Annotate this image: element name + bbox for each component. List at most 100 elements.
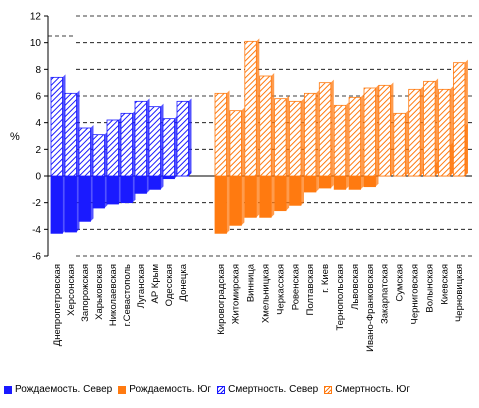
legend-item-births-north: Рождаемость. Север [4,384,112,395]
legend-item-deaths-south: Смертность. Юг [324,384,410,395]
category-label: АР Крым [150,264,161,304]
category-label: г. Киев [320,264,331,293]
category-label: Черкасская [275,264,286,315]
bar-deaths-south-side [226,90,230,176]
legend-label: Смертность. Юг [335,384,410,395]
bar-deaths-south-side [360,94,364,176]
bar-deaths-south-side [345,102,349,176]
bar-deaths-south [318,82,332,177]
bar-deaths-south [214,92,227,177]
bar-deaths-south [229,110,242,177]
category-label: Закарпатская [380,264,391,324]
bar-deaths-south-side [271,73,275,176]
bar-births-south [274,175,287,212]
bar-births-south [289,175,302,206]
category-label: Черновицкая [454,264,465,322]
bar-deaths-south [259,75,272,177]
category-label: Волынская [424,264,435,313]
category-label: Львовская [350,264,361,310]
y-tick-label: 4 [35,118,41,129]
bar-deaths-south-side [241,107,245,176]
bar-deaths-south-side [256,38,260,177]
bar-deaths-north [78,127,91,177]
y-tick-label: -4 [32,225,41,236]
bar-deaths-south-side [375,85,379,176]
y-tick-label: -6 [32,252,41,263]
bar-deaths-south-side [450,86,453,176]
y-tick-label: 12 [30,12,42,23]
bar-births-south-side [360,173,364,190]
bar-births-north [148,175,161,190]
bar-deaths-south-side [435,78,439,176]
y-tick-label: 8 [35,65,41,76]
y-tick-label: 2 [35,145,41,156]
category-label: Хмельницкая [260,264,271,323]
category-label: Кировоградская [216,264,227,335]
bar-births-south-side [345,173,349,190]
bar-births-north [92,175,105,209]
bar-deaths-north [64,92,77,177]
bar-deaths-south [303,92,317,177]
category-label: Херсонская [66,264,77,316]
bar-deaths-north [50,76,63,177]
category-label: Житомирская [231,264,242,324]
bars [50,38,468,234]
y-axis-label: % [10,131,20,143]
legend-swatch [4,385,12,394]
bar-births-north [120,175,133,204]
bar-deaths-south [244,40,257,177]
legend-swatch [217,385,226,394]
bar-births-south-side [375,173,379,187]
bar-births-south [303,175,317,193]
bar-births-south [259,175,272,218]
category-label: Черниговская [409,264,420,324]
category-label: Киевская [439,264,450,305]
bar-deaths-south-side [405,110,409,176]
category-label: Николаевская [108,264,119,326]
bar-births-north [50,175,63,234]
legend: Рождаемость. Север Рождаемость. Юг Смерт… [4,384,476,395]
bar-births-south-side [301,173,304,206]
bar-deaths-south [423,80,436,177]
bar-deaths-north [148,106,161,177]
bar-births-south-side [286,173,290,211]
legend-item-births-south: Рождаемость. Юг [118,384,211,395]
y-tick-label: 0 [35,172,41,183]
category-label: Сумская [395,264,406,302]
bar-deaths-north [176,100,189,177]
bar-births-north [106,175,119,205]
legend-swatch [324,385,333,394]
bar-births-south [214,175,227,234]
bar-deaths-south-side [390,82,394,176]
category-label: Полтавская [305,264,316,315]
legend-swatch [118,385,127,394]
bar-births-south [363,175,376,188]
bar-deaths-south-side [315,90,319,176]
bar-births-south [229,175,242,226]
bar-deaths-south-side [464,59,468,176]
bar-deaths-north [162,118,175,177]
bar-deaths-south [289,100,302,177]
y-tick-label: 10 [30,38,42,49]
bar-deaths-south [274,98,287,177]
bar-deaths-south [408,88,421,177]
y-tick-label: -2 [32,198,41,209]
category-label: г.Севастополь [122,264,133,326]
y-tick-label: 6 [35,92,41,103]
category-label: Одесская [164,264,175,306]
bar-deaths-north [120,112,133,177]
bar-deaths-north [106,119,119,177]
bar-deaths-south-side [330,79,334,176]
bar-deaths-north-side [188,98,192,176]
bar-deaths-south [452,62,466,177]
legend-label: Рождаемость. Север [15,384,113,395]
category-label: Ивано-Франковская [365,264,376,352]
bar-deaths-south [363,87,376,177]
bar-births-north [134,175,147,194]
bar-births-south-side [226,173,230,234]
bar-deaths-south [393,112,406,177]
bar-deaths-south [438,88,451,177]
legend-item-deaths-north: Смертность. Север [217,384,318,395]
bar-births-south-side [271,173,275,218]
bar-births-north [78,175,91,222]
